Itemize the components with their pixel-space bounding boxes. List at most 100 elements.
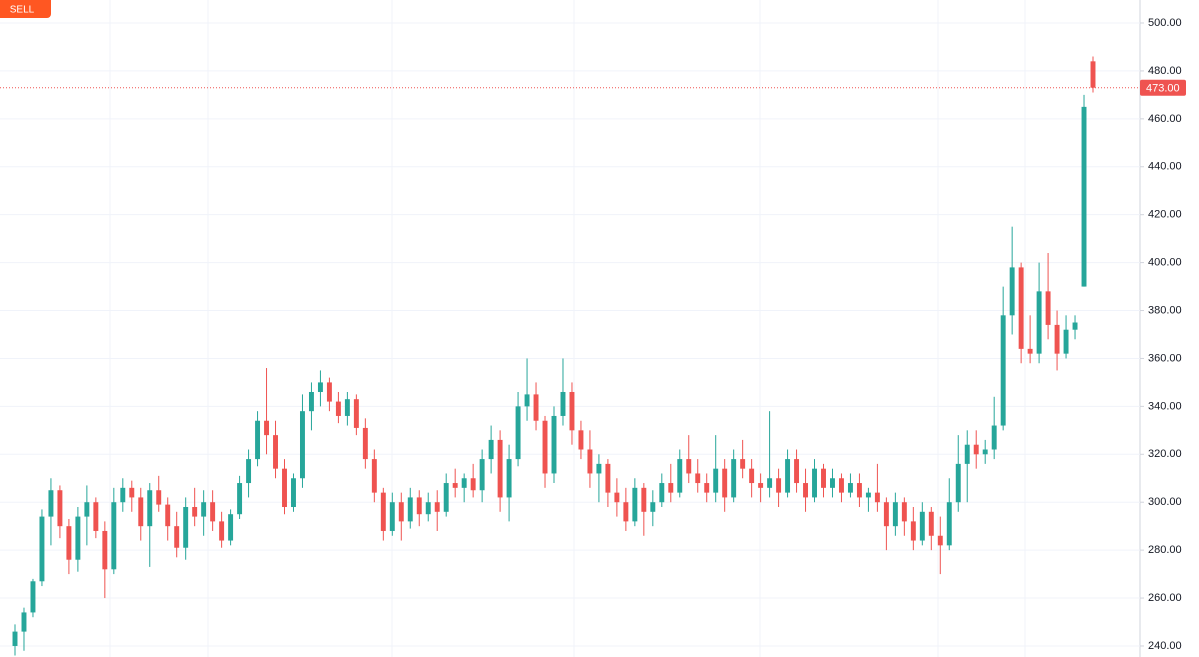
candle-body: [201, 502, 207, 517]
y-tick-label: 340.00: [1148, 400, 1182, 412]
candle-body: [515, 406, 521, 460]
candle-body: [587, 449, 593, 474]
candle-body: [892, 502, 898, 527]
candle-body: [452, 483, 458, 488]
candle-body: [542, 420, 548, 474]
candle-body: [776, 478, 782, 493]
candle-body: [1045, 291, 1051, 325]
candle-body: [605, 463, 611, 493]
y-tick-label: 440.00: [1148, 161, 1182, 173]
candle-body: [731, 459, 737, 498]
candle-body: [183, 507, 189, 548]
candle-body: [910, 521, 916, 541]
y-tick-label: 460.00: [1148, 113, 1182, 125]
y-tick-label: 400.00: [1148, 257, 1182, 269]
y-tick-label: 280.00: [1148, 544, 1182, 556]
candle-body: [488, 439, 494, 460]
candle-body: [1000, 315, 1006, 426]
candle-body: [129, 487, 135, 498]
candle-body: [282, 468, 287, 508]
candle-body: [794, 459, 800, 484]
candle-body: [668, 483, 674, 493]
candle-body: [335, 401, 341, 416]
candle-body: [695, 473, 701, 484]
candle-body: [758, 483, 764, 488]
y-tick-label: 240.00: [1148, 640, 1182, 652]
candle-body: [12, 631, 18, 646]
candle-body: [291, 478, 296, 508]
candle-body: [856, 483, 862, 498]
candle-body: [156, 490, 162, 505]
candle-body: [569, 391, 575, 431]
candle-body: [982, 449, 988, 455]
last-price-box: [1140, 79, 1186, 96]
candle-body: [686, 459, 692, 474]
candle-body: [551, 415, 557, 474]
candle-body: [883, 502, 889, 527]
candle-body: [650, 502, 656, 512]
candle-body: [174, 526, 180, 548]
candle-body: [273, 435, 278, 469]
candle-body: [1090, 61, 1096, 88]
candle-body: [973, 444, 979, 455]
candle-body: [1081, 106, 1087, 287]
candle-body: [812, 468, 817, 498]
candle-body: [991, 425, 997, 450]
candle-body: [919, 511, 925, 541]
sell-label[interactable]: SELL: [10, 5, 35, 16]
candle-body: [147, 490, 153, 527]
candle-body: [237, 483, 243, 515]
y-tick-label: 300.00: [1148, 496, 1182, 508]
candle-body: [713, 468, 719, 493]
candle-body: [1018, 267, 1024, 349]
candle-body: [416, 497, 422, 515]
candle-body: [767, 478, 773, 488]
y-tick-label: 360.00: [1148, 352, 1182, 364]
candle-body: [578, 430, 584, 450]
candle-body: [1054, 324, 1060, 354]
sell-button[interactable]: [0, 0, 51, 18]
candle-body: [803, 483, 809, 498]
candle-body: [84, 502, 90, 517]
candle-body: [228, 514, 234, 541]
candle-body: [614, 492, 620, 503]
candle-body: [353, 399, 359, 428]
candle-body: [111, 502, 117, 570]
candle-body: [192, 507, 198, 517]
candle-body: [704, 483, 710, 493]
candle-body: [48, 490, 54, 517]
candle-body: [219, 521, 225, 541]
candle-body: [928, 511, 934, 536]
y-tick-label: 320.00: [1148, 448, 1182, 460]
candle-body: [874, 492, 880, 503]
candle-body: [57, 490, 63, 527]
candle-body: [937, 535, 943, 546]
candle-body: [461, 478, 467, 488]
candle-body: [1063, 329, 1069, 354]
candle-body: [389, 502, 395, 531]
candle-body: [1009, 267, 1015, 316]
candle-body: [1036, 291, 1042, 354]
candle-body: [821, 468, 826, 488]
candle-body: [1072, 322, 1078, 330]
candle-body: [326, 382, 332, 402]
candle-body: [524, 394, 530, 407]
y-tick-label: 500.00: [1148, 17, 1182, 29]
candle-body: [39, 516, 45, 582]
last-price-label: 473.00: [1146, 83, 1180, 95]
candle-body: [632, 487, 638, 522]
candle-body: [102, 530, 108, 570]
candle-body: [641, 487, 647, 512]
candle-body: [308, 391, 314, 412]
candle-body: [75, 516, 81, 560]
candle-body: [344, 399, 350, 416]
candle-body: [533, 394, 539, 421]
y-tick-label: 480.00: [1148, 65, 1182, 77]
candle-body: [93, 502, 99, 531]
candle-body: [497, 439, 503, 498]
candle-body: [443, 483, 449, 512]
candle-body: [740, 459, 746, 469]
time-grid: [109, 0, 1026, 657]
candle-body: [138, 497, 144, 527]
candle-body: [66, 526, 72, 560]
